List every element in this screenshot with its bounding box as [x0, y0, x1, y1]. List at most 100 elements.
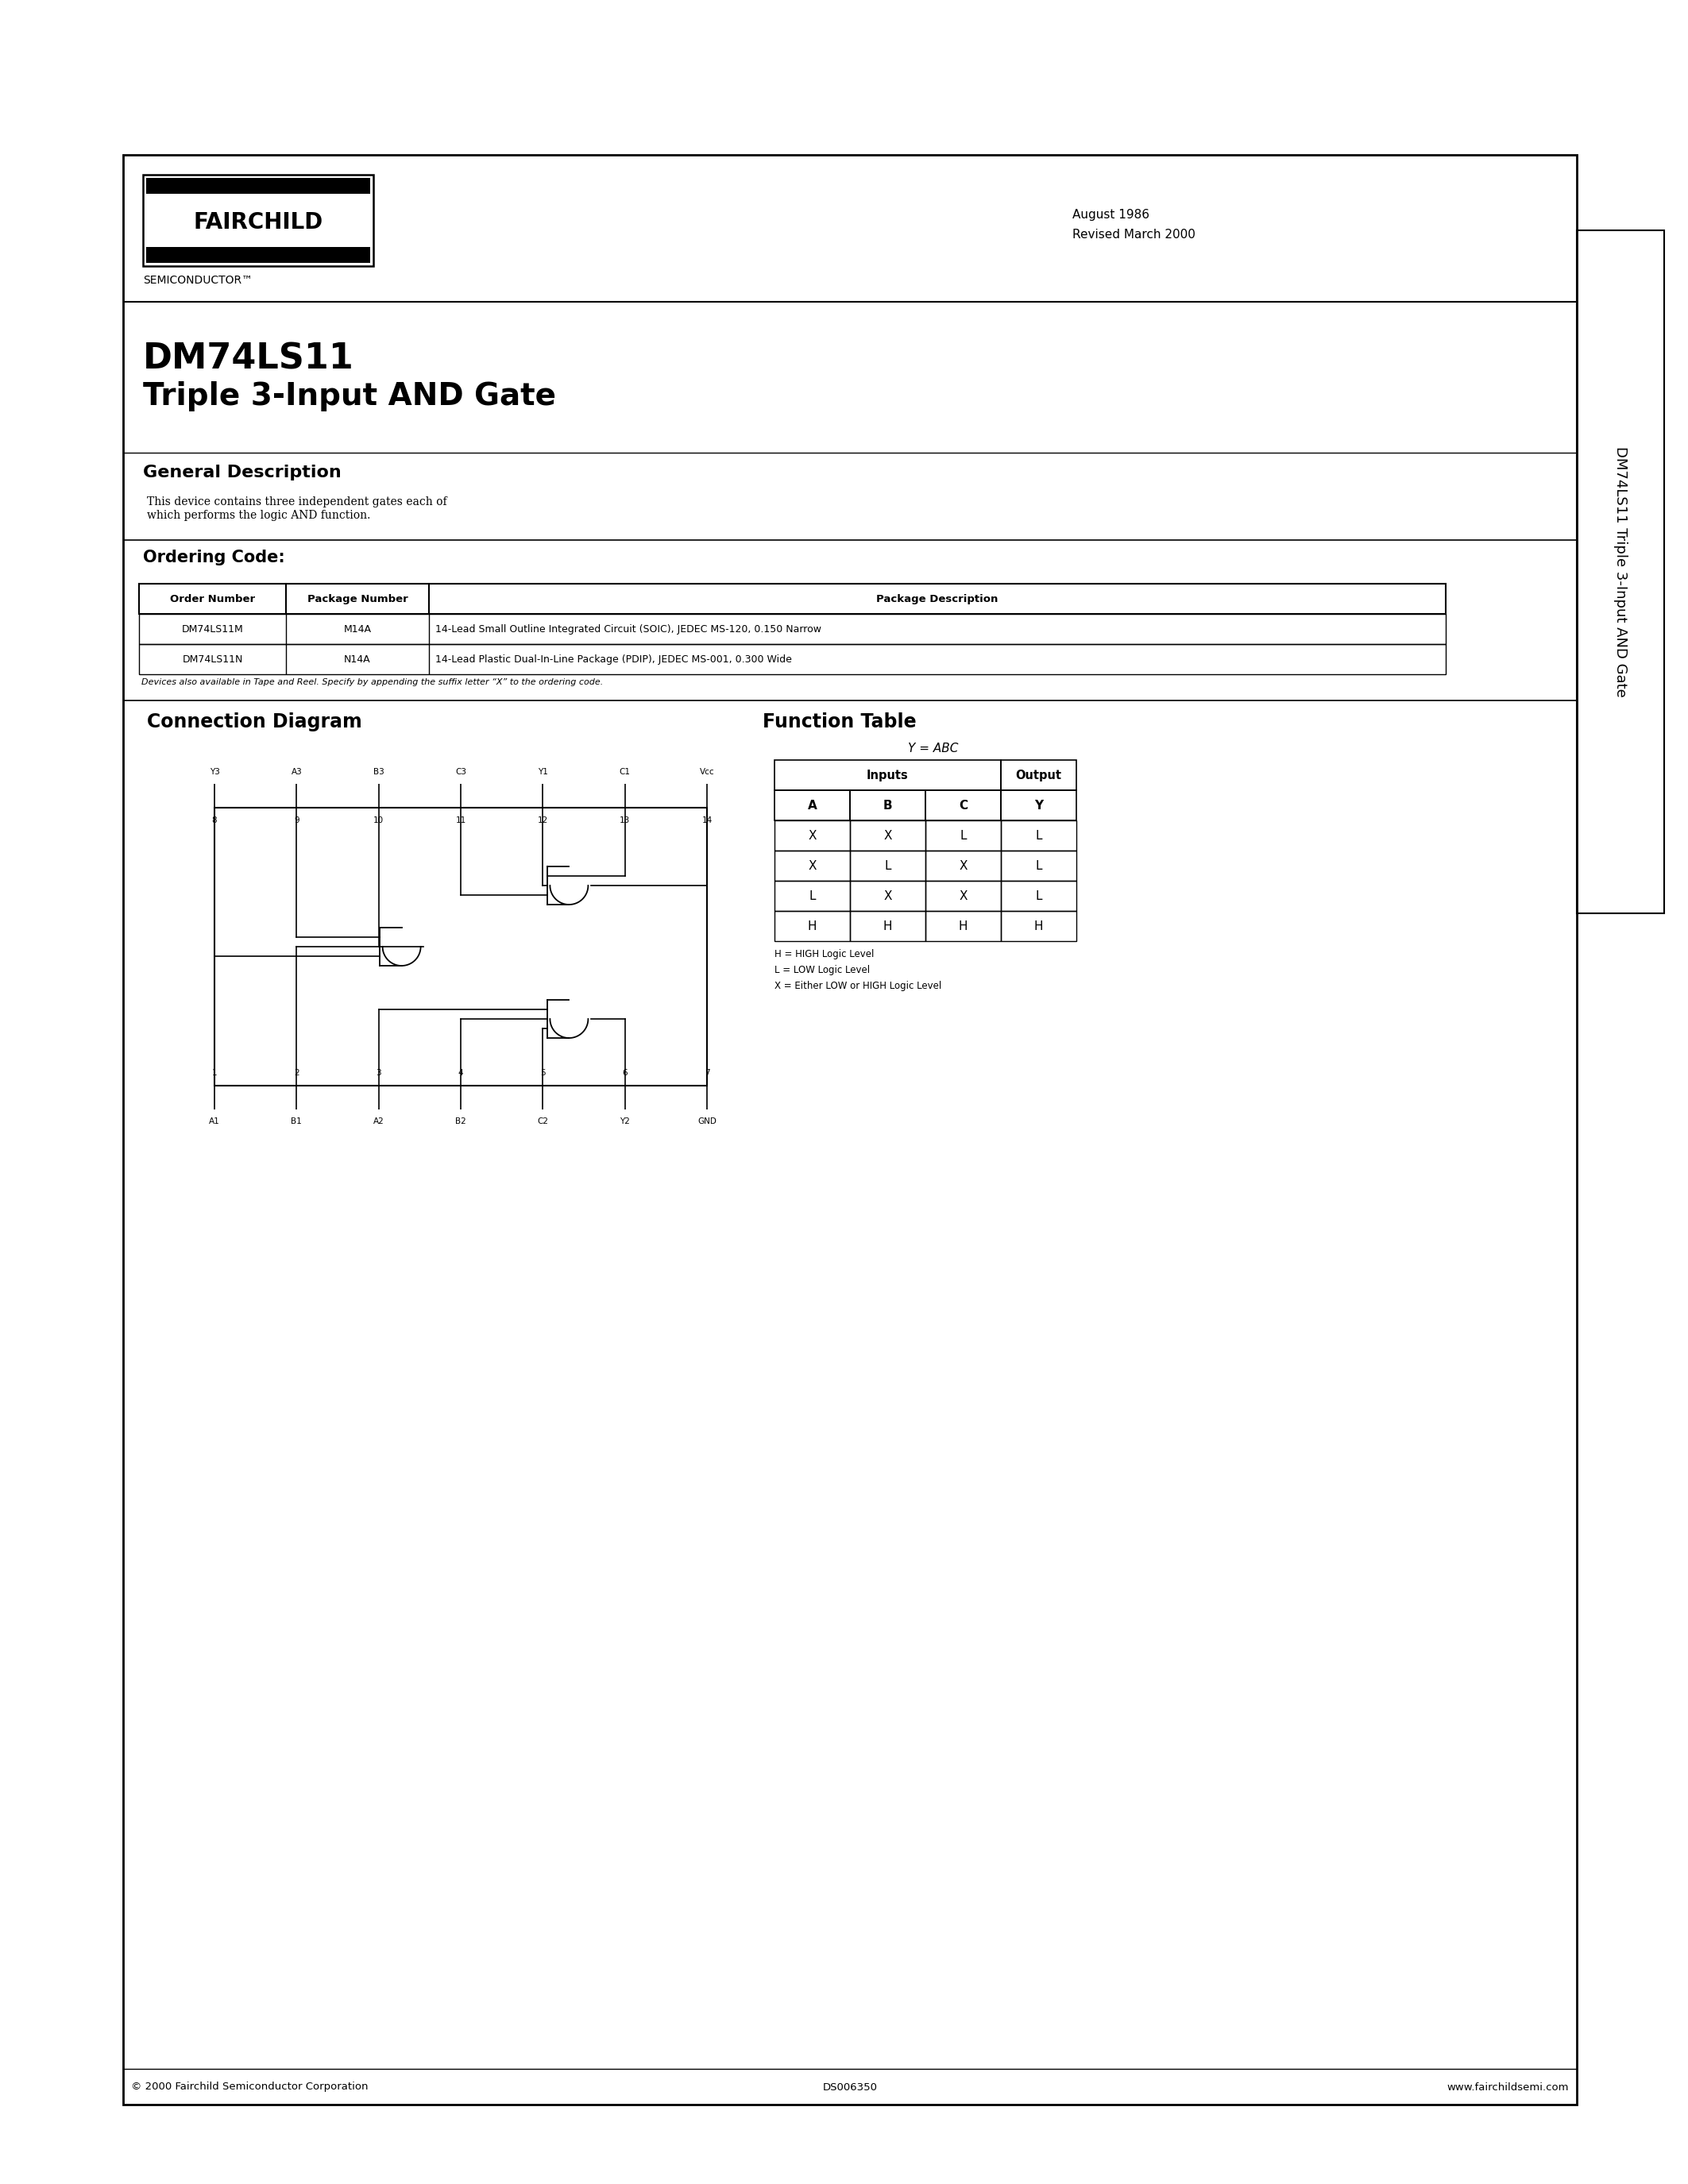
Text: B1: B1 [290, 1118, 302, 1125]
Bar [147, 247, 370, 262]
Text: DM74LS11: DM74LS11 [143, 341, 354, 376]
Text: B2: B2 [456, 1118, 466, 1125]
Bar [851, 821, 925, 850]
Text: B3: B3 [373, 769, 385, 775]
Bar [851, 791, 925, 821]
Text: which performs the logic AND function.: which performs the logic AND function. [147, 509, 370, 522]
Bar [1001, 821, 1077, 850]
Bar [123, 155, 1577, 2105]
Text: L: L [1035, 889, 1041, 902]
Text: 4: 4 [457, 1068, 463, 1077]
Bar [775, 791, 851, 821]
Text: Devices also available in Tape and Reel. Specify by appending the suffix letter : Devices also available in Tape and Reel.… [142, 679, 603, 686]
Text: C2: C2 [537, 1118, 549, 1125]
Bar [214, 808, 707, 1085]
Bar [1001, 791, 1077, 821]
Text: SEMICONDUCTOR™: SEMICONDUCTOR™ [143, 275, 253, 286]
Bar [851, 850, 925, 880]
Text: A2: A2 [373, 1118, 385, 1125]
Text: B: B [883, 799, 893, 810]
Text: C: C [959, 799, 967, 810]
Text: Function Table: Function Table [763, 712, 917, 732]
Text: X: X [809, 830, 817, 841]
Text: 6: 6 [623, 1068, 628, 1077]
Bar [925, 821, 1001, 850]
Text: A1: A1 [209, 1118, 219, 1125]
Text: Y2: Y2 [619, 1118, 630, 1125]
Text: Inputs: Inputs [866, 769, 908, 782]
Text: L = LOW Logic Level: L = LOW Logic Level [775, 965, 869, 976]
Bar [138, 644, 1445, 675]
Text: 14: 14 [702, 817, 712, 823]
Text: 7: 7 [704, 1068, 709, 1077]
Text: L: L [885, 860, 891, 871]
Bar [147, 177, 370, 194]
Text: 2: 2 [294, 1068, 299, 1077]
Text: L: L [960, 830, 967, 841]
Bar [925, 850, 1001, 880]
Text: L: L [809, 889, 815, 902]
Text: DM74LS11N: DM74LS11N [182, 653, 243, 664]
Text: N14A: N14A [344, 653, 371, 664]
Text: © 2000 Fairchild Semiconductor Corporation: © 2000 Fairchild Semiconductor Corporati… [132, 2081, 368, 2092]
Text: 14-Lead Plastic Dual-In-Line Package (PDIP), JEDEC MS-001, 0.300 Wide: 14-Lead Plastic Dual-In-Line Package (PD… [436, 653, 792, 664]
Bar [851, 880, 925, 911]
Text: Order Number: Order Number [170, 594, 255, 605]
Bar [925, 791, 1001, 821]
Text: Ordering Code:: Ordering Code: [143, 550, 285, 566]
Text: Y = ABC: Y = ABC [908, 743, 959, 753]
Text: General Description: General Description [143, 465, 341, 480]
Bar [775, 911, 851, 941]
Bar [925, 911, 1001, 941]
Text: X: X [959, 889, 967, 902]
Bar [138, 614, 1445, 644]
Text: H: H [883, 919, 893, 933]
Text: FAIRCHILD: FAIRCHILD [194, 212, 322, 234]
Text: Vᴄᴄ: Vᴄᴄ [699, 769, 714, 775]
Text: DS006350: DS006350 [822, 2081, 878, 2092]
Text: Package Number: Package Number [307, 594, 408, 605]
Text: Revised March 2000: Revised March 2000 [1072, 229, 1195, 240]
Text: X: X [959, 860, 967, 871]
Text: L: L [1035, 830, 1041, 841]
Text: H: H [1035, 919, 1043, 933]
Text: 8: 8 [213, 817, 218, 823]
Bar [925, 880, 1001, 911]
Bar [1001, 880, 1077, 911]
Bar [1001, 911, 1077, 941]
Text: X: X [883, 830, 891, 841]
Bar [851, 911, 925, 941]
Text: This device contains three independent gates each of: This device contains three independent g… [147, 496, 447, 507]
Bar [775, 850, 851, 880]
Text: H = HIGH Logic Level: H = HIGH Logic Level [775, 950, 874, 959]
Bar [775, 760, 1001, 791]
Text: C3: C3 [456, 769, 466, 775]
Text: 14-Lead Small Outline Integrated Circuit (SOIC), JEDEC MS-120, 0.150 Narrow: 14-Lead Small Outline Integrated Circuit… [436, 625, 822, 633]
Text: Connection Diagram: Connection Diagram [147, 712, 361, 732]
Text: Package Description: Package Description [876, 594, 998, 605]
Text: 12: 12 [537, 817, 549, 823]
Text: DM74LS11M: DM74LS11M [182, 625, 243, 633]
Text: Y: Y [1035, 799, 1043, 810]
Text: Output: Output [1016, 769, 1062, 782]
Text: X = Either LOW or HIGH Logic Level: X = Either LOW or HIGH Logic Level [775, 981, 942, 992]
Bar [143, 175, 373, 266]
Text: www.fairchildsemi.com: www.fairchildsemi.com [1447, 2081, 1568, 2092]
Text: Triple 3-Input AND Gate: Triple 3-Input AND Gate [143, 382, 555, 411]
Text: 11: 11 [456, 817, 466, 823]
Text: L: L [1035, 860, 1041, 871]
Bar [775, 821, 851, 850]
Bar [1001, 850, 1077, 880]
Text: 3: 3 [376, 1068, 381, 1077]
Text: X: X [809, 860, 817, 871]
Bar [1001, 760, 1077, 791]
Bar [1577, 229, 1664, 913]
Text: 5: 5 [540, 1068, 545, 1077]
Text: A: A [807, 799, 817, 810]
Text: X: X [883, 889, 891, 902]
Text: GND: GND [697, 1118, 716, 1125]
Text: Y1: Y1 [538, 769, 549, 775]
Bar [775, 880, 851, 911]
Bar [138, 583, 1445, 614]
Text: 9: 9 [294, 817, 299, 823]
